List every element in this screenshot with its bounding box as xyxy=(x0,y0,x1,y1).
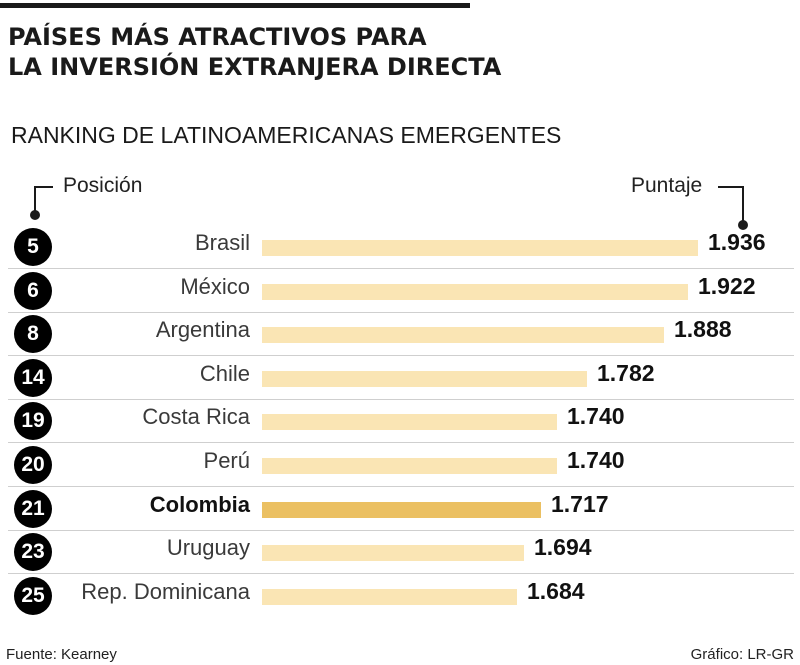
top-rule xyxy=(0,3,470,8)
value-label: 1.888 xyxy=(674,316,732,342)
row-separator xyxy=(8,399,794,400)
score-header: Puntaje xyxy=(631,174,703,197)
position-bracket-dot xyxy=(30,210,40,220)
source-note: Fuente: Kearney xyxy=(6,646,117,663)
value-label: 1.740 xyxy=(567,403,625,429)
table-row: 5 Brasil 1.936 xyxy=(0,224,800,268)
row-separator xyxy=(8,268,794,269)
value-label: 1.782 xyxy=(597,360,655,386)
country-label: Perú xyxy=(203,448,250,473)
country-label: Uruguay xyxy=(166,535,250,560)
rank-circle: 14 xyxy=(14,359,52,397)
country-label: Costa Rica xyxy=(142,404,250,429)
row-separator xyxy=(8,486,794,487)
country-label: Rep. Dominicana xyxy=(81,579,250,604)
row-separator xyxy=(8,355,794,356)
row-separator xyxy=(8,573,794,574)
bar xyxy=(262,589,517,605)
value-label: 1.936 xyxy=(708,229,766,255)
table-row: 19 Costa Rica 1.740 xyxy=(0,398,800,442)
row-separator xyxy=(8,312,794,313)
title-line-1: PAÍSES MÁS ATRACTIVOS PARA xyxy=(8,23,427,51)
country-label: México xyxy=(180,274,250,299)
bar xyxy=(262,240,698,256)
rank-circle: 5 xyxy=(14,228,52,266)
bar xyxy=(262,458,557,474)
rank-circle: 21 xyxy=(14,490,52,528)
chart-title: PAÍSES MÁS ATRACTIVOS PARA LA INVERSIÓN … xyxy=(8,22,501,82)
bar xyxy=(262,545,524,561)
table-row: 25 Rep. Dominicana 1.684 xyxy=(0,573,800,617)
rank-circle: 19 xyxy=(14,402,52,440)
value-label: 1.717 xyxy=(551,491,609,517)
chart-subtitle: RANKING DE LATINOAMERICANAS EMERGENTES xyxy=(11,122,562,148)
title-line-2: LA INVERSIÓN EXTRANJERA DIRECTA xyxy=(8,53,502,81)
value-label: 1.740 xyxy=(567,447,625,473)
row-separator xyxy=(8,530,794,531)
bar xyxy=(262,327,664,343)
table-row: 20 Perú 1.740 xyxy=(0,442,800,486)
rank-circle: 20 xyxy=(14,446,52,484)
table-row: 8 Argentina 1.888 xyxy=(0,311,800,355)
value-label: 1.694 xyxy=(534,534,592,560)
country-label: Colombia xyxy=(149,492,250,517)
table-row: 6 México 1.922 xyxy=(0,268,800,312)
country-label: Brasil xyxy=(194,230,250,255)
country-label: Chile xyxy=(199,361,250,386)
country-label: Argentina xyxy=(155,317,250,342)
graphic-credit: Gráfico: LR-GR xyxy=(690,646,794,663)
bar xyxy=(262,284,688,300)
table-row: 21 Colombia 1.717 xyxy=(0,486,800,530)
table-row: 23 Uruguay 1.694 xyxy=(0,529,800,573)
score-bracket-vertical xyxy=(742,186,744,224)
rank-circle: 25 xyxy=(14,577,52,615)
bar xyxy=(262,371,587,387)
score-bracket-dot xyxy=(738,220,748,230)
value-label: 1.922 xyxy=(698,273,756,299)
bar xyxy=(262,414,557,430)
score-bracket-horizontal xyxy=(718,186,744,188)
position-bracket-horizontal xyxy=(34,186,53,188)
position-header: Posición xyxy=(63,174,143,197)
row-separator xyxy=(8,442,794,443)
value-label: 1.684 xyxy=(527,578,585,604)
rank-circle: 8 xyxy=(14,315,52,353)
rank-circle: 23 xyxy=(14,533,52,571)
table-row: 14 Chile 1.782 xyxy=(0,355,800,399)
rank-circle: 6 xyxy=(14,272,52,310)
position-bracket-vertical xyxy=(34,186,36,213)
bar xyxy=(262,502,541,518)
